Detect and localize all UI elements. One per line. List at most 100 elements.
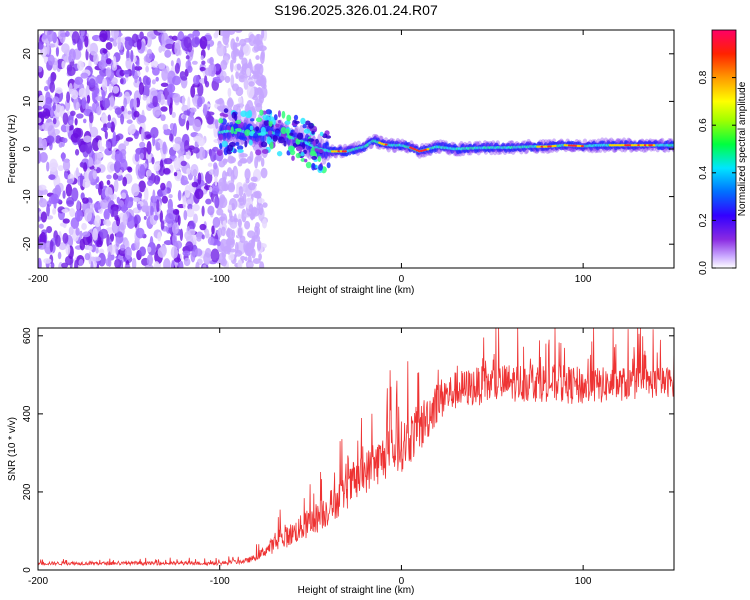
signal-scatter xyxy=(284,120,291,125)
noise-blob xyxy=(111,206,119,218)
noise-blob xyxy=(259,51,265,65)
signal-peak xyxy=(639,144,643,147)
noise-blob xyxy=(157,92,162,103)
signal-scatter xyxy=(326,162,331,169)
noise-blob xyxy=(79,161,85,168)
signal-scatter xyxy=(234,127,242,132)
noise-blob xyxy=(155,141,161,151)
noise-blob xyxy=(116,196,121,204)
y-tick-label: 200 xyxy=(22,483,33,500)
noise-blob xyxy=(83,135,92,143)
noise-blob xyxy=(209,56,214,66)
noise-blob xyxy=(96,106,102,116)
noise-blob xyxy=(190,163,199,177)
noise-blob xyxy=(171,111,176,119)
noise-blob xyxy=(160,220,165,230)
noise-blob xyxy=(136,38,142,50)
noise-blob xyxy=(61,151,65,162)
noise-blob xyxy=(50,108,54,118)
noise-blob xyxy=(227,155,235,164)
snr-y-label: SNR (10 * v/v) xyxy=(7,417,18,481)
noise-blob xyxy=(62,190,66,199)
signal-scatter xyxy=(307,138,315,142)
noise-blob xyxy=(78,258,84,267)
noise-blob xyxy=(187,65,193,73)
noise-blob xyxy=(133,214,141,225)
signal-peak xyxy=(581,145,584,148)
noise-blob xyxy=(65,183,73,197)
noise-blob xyxy=(210,248,220,263)
noise-blob xyxy=(154,261,160,268)
noise-blob xyxy=(169,133,174,142)
noise-blob xyxy=(71,31,80,44)
noise-blob xyxy=(94,215,101,228)
noise-blob xyxy=(55,46,59,57)
noise-blob xyxy=(38,105,43,111)
noise-blob xyxy=(160,182,166,191)
noise-blob xyxy=(191,37,200,48)
noise-blob xyxy=(218,196,228,209)
noise-blob xyxy=(77,136,81,146)
signal-scatter xyxy=(273,114,278,121)
signal-scatter xyxy=(277,119,282,124)
noise-blob xyxy=(183,110,191,116)
noise-blob xyxy=(82,231,91,238)
noise-blob xyxy=(65,244,71,256)
noise-blob xyxy=(204,75,208,85)
noise-blob xyxy=(218,216,226,222)
noise-blob xyxy=(107,114,111,122)
noise-blob xyxy=(150,205,154,218)
noise-blob xyxy=(186,168,191,175)
signal-peak xyxy=(341,150,345,153)
signal-scatter xyxy=(260,141,268,148)
signal-scatter xyxy=(318,148,324,154)
signal-halo xyxy=(287,136,293,149)
noise-blob xyxy=(168,102,173,116)
noise-blob xyxy=(157,247,167,258)
noise-blob xyxy=(197,96,203,108)
noise-blob xyxy=(82,234,91,246)
signal-peak xyxy=(622,144,625,147)
noise-blob xyxy=(149,235,154,250)
x-tick-label: 0 xyxy=(399,576,405,587)
signal-peak xyxy=(615,144,619,147)
snr-series-line xyxy=(38,328,674,567)
noise-blob xyxy=(231,202,235,209)
noise-blob xyxy=(247,255,252,263)
noise-blob xyxy=(92,170,98,180)
noise-blob xyxy=(145,77,151,86)
noise-blob xyxy=(100,127,109,132)
y-tick-label: 20 xyxy=(22,48,33,60)
noise-blob xyxy=(136,59,140,67)
noise-blob xyxy=(103,219,107,226)
noise-blob xyxy=(114,150,123,163)
noise-blob xyxy=(195,261,200,268)
noise-blob xyxy=(153,175,161,185)
noise-blob xyxy=(163,240,173,246)
noise-blob xyxy=(61,60,66,69)
noise-blob xyxy=(106,174,112,180)
signal-scatter xyxy=(266,136,272,145)
noise-blob xyxy=(99,228,109,239)
signal-peak xyxy=(339,150,343,153)
noise-blob xyxy=(179,260,184,268)
noise-blob xyxy=(62,112,69,125)
signal-peak xyxy=(637,144,641,147)
noise-blob xyxy=(111,77,118,85)
noise-blob xyxy=(133,110,140,118)
noise-blob xyxy=(246,100,254,112)
snr-x-axis: -200 -100 0 100 xyxy=(28,328,592,587)
noise-blob xyxy=(111,155,116,160)
noise-blob xyxy=(235,70,240,80)
noise-blob xyxy=(137,203,141,209)
colorbar-tick-label: 0.2 xyxy=(698,213,709,227)
noise-blob xyxy=(95,176,100,183)
noise-blob xyxy=(125,137,134,142)
noise-blob xyxy=(207,162,213,167)
noise-blob xyxy=(54,135,62,144)
noise-blob xyxy=(84,35,89,48)
noise-blob xyxy=(238,186,244,197)
signal-scatter xyxy=(249,125,254,131)
noise-blob xyxy=(186,208,195,218)
noise-blob xyxy=(146,141,152,155)
